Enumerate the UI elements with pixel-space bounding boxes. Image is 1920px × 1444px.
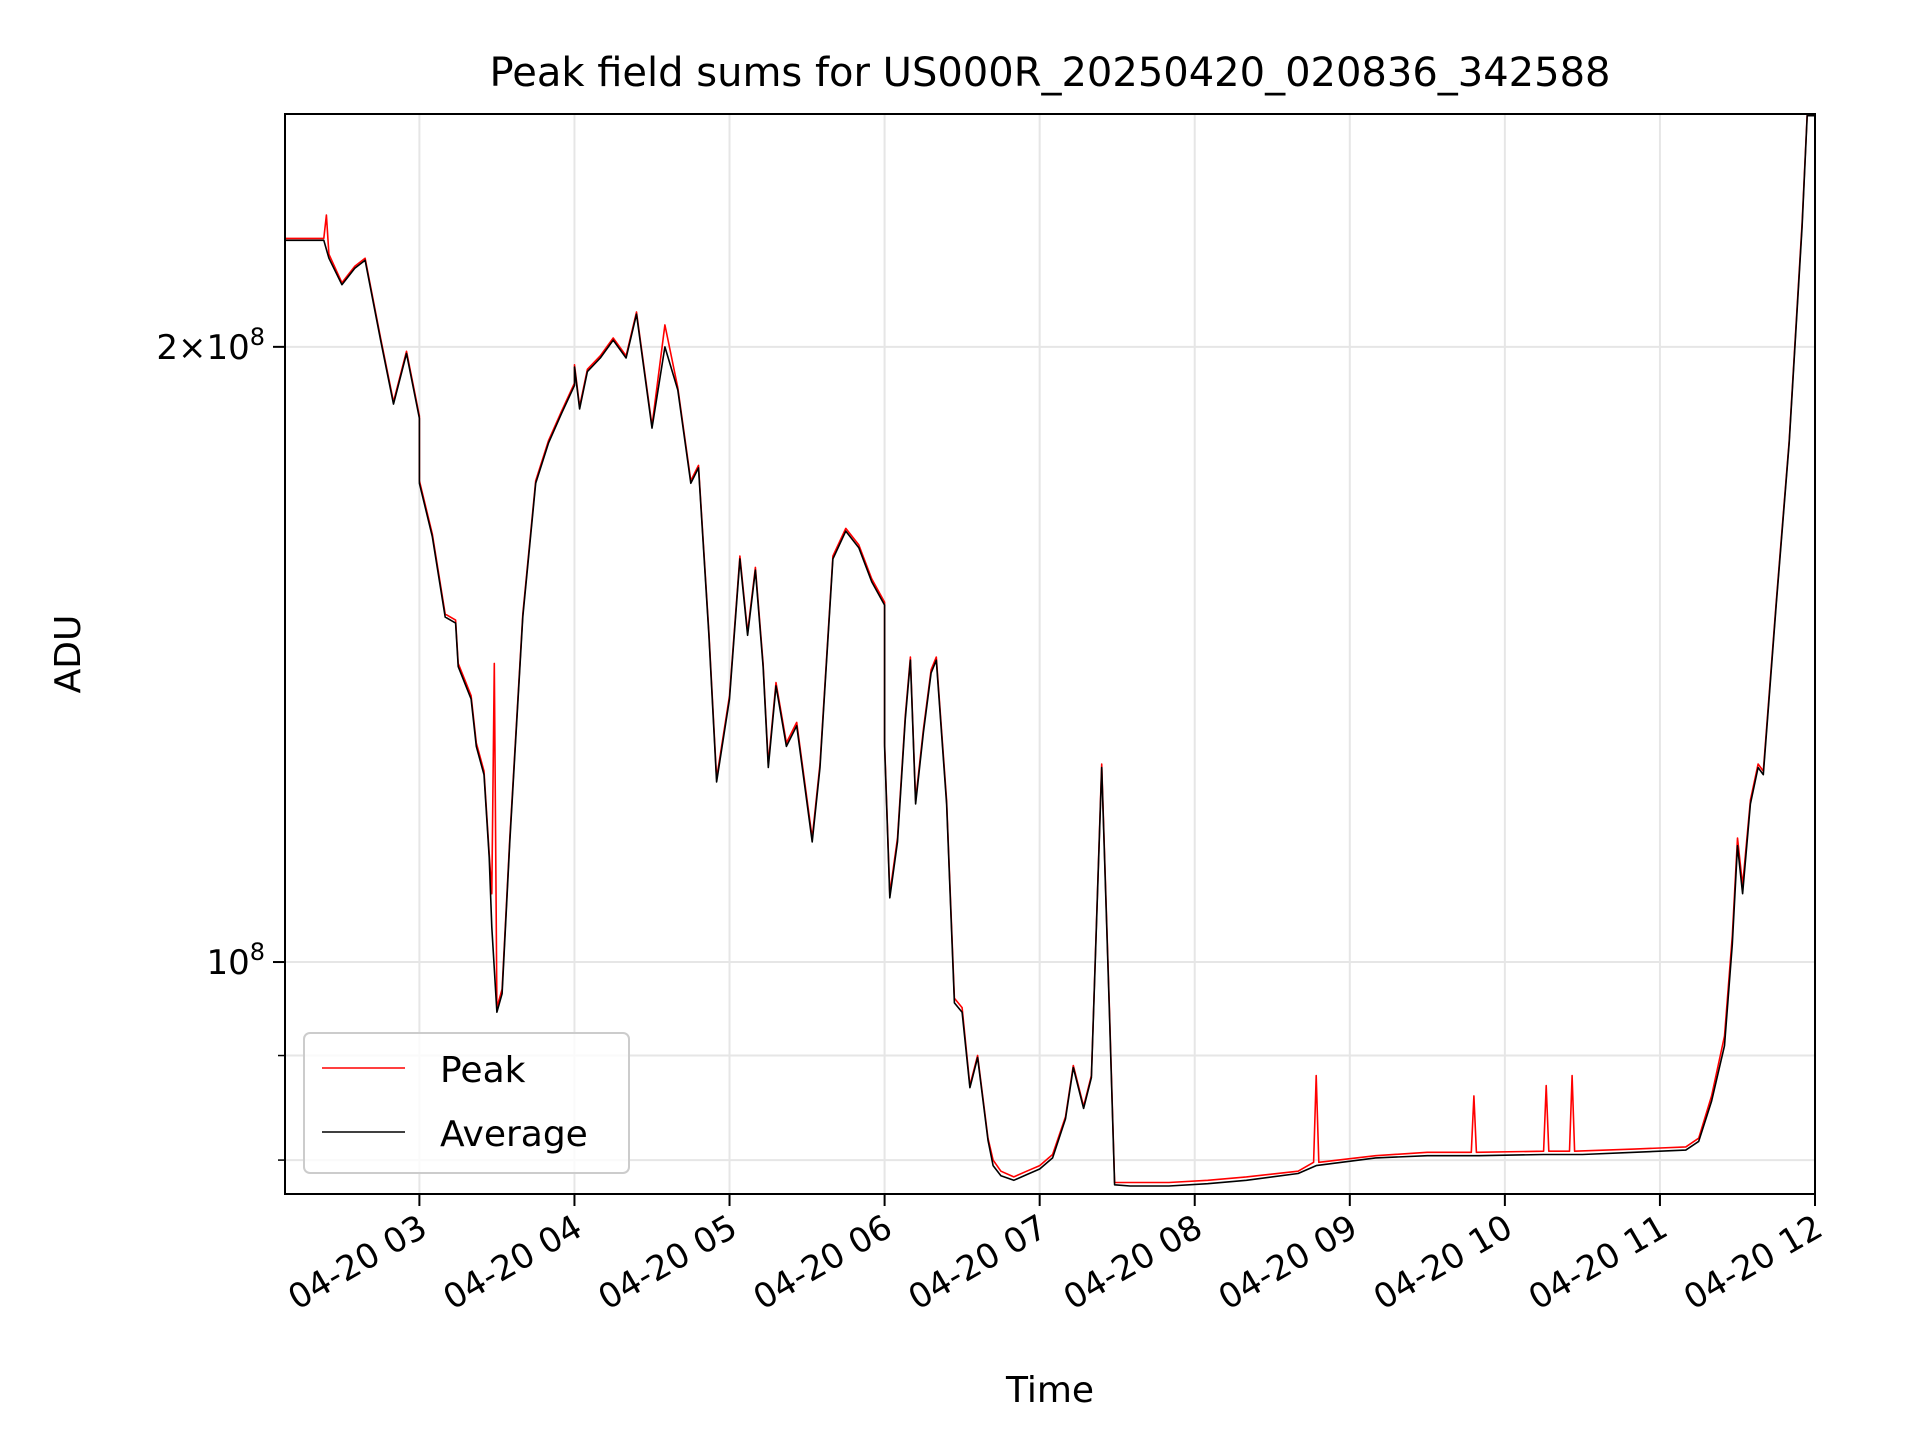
y-tick-mantissa: 2	[156, 328, 178, 368]
y-tick-label: 2×108	[156, 323, 265, 368]
y-tick-exponent: 8	[250, 938, 265, 966]
y-axis-label: ADU	[48, 615, 89, 694]
legend-label-peak: Peak	[440, 1050, 526, 1091]
legend: Peak Average	[303, 1032, 630, 1174]
legend-label-average: Average	[440, 1114, 588, 1155]
chart-title: Peak field sums for US000R_20250420_0208…	[490, 50, 1611, 96]
x-axis-label: Time	[1005, 1370, 1094, 1411]
y-tick-base: 10	[206, 328, 249, 368]
series-lines	[285, 114, 1815, 1187]
plot-frame	[284, 113, 1816, 1195]
y-tick-exponent: 8	[250, 323, 265, 351]
series-line-average	[285, 114, 1815, 1187]
y-tick-times-sign: ×	[178, 328, 207, 368]
y-tick-label: 108	[206, 938, 265, 983]
y-tick-base: 10	[206, 943, 249, 983]
